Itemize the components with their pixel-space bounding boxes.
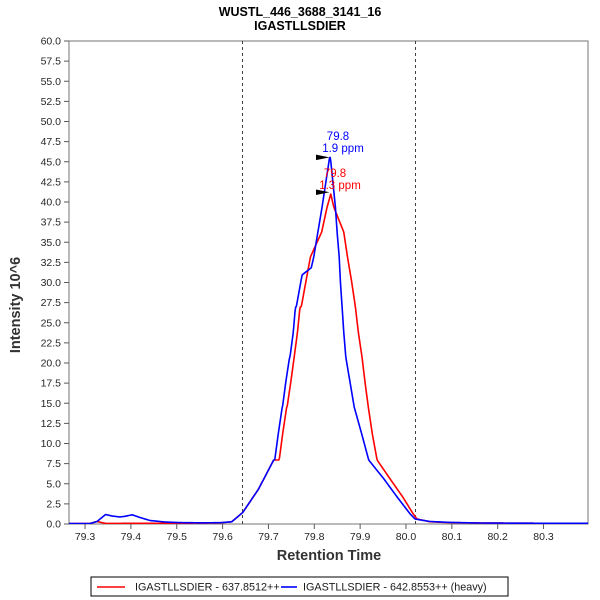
svg-text:79.8: 79.8 (327, 131, 349, 143)
svg-text:80.2: 80.2 (487, 531, 508, 543)
svg-text:80.3: 80.3 (533, 531, 554, 543)
svg-text:IGASTLLSDIER - 642.8553++ (hea: IGASTLLSDIER - 642.8553++ (heavy) (303, 582, 487, 594)
svg-text:45.0: 45.0 (41, 156, 62, 168)
svg-text:60.0: 60.0 (41, 36, 62, 48)
svg-text:12.5: 12.5 (41, 418, 62, 430)
svg-text:2.5: 2.5 (46, 498, 61, 510)
svg-text:79.3: 79.3 (75, 531, 96, 543)
svg-text:40.0: 40.0 (41, 197, 62, 209)
svg-text:47.5: 47.5 (41, 136, 62, 148)
svg-text:80.1: 80.1 (442, 531, 463, 543)
svg-text:80.0: 80.0 (396, 531, 417, 543)
svg-text:0.0: 0.0 (46, 519, 61, 531)
svg-text:50.0: 50.0 (41, 116, 62, 128)
svg-text:1.3 ppm: 1.3 ppm (319, 180, 361, 192)
svg-text:IGASTLLSDIER: IGASTLLSDIER (254, 19, 346, 33)
svg-text:30.0: 30.0 (41, 277, 62, 289)
svg-text:79.8: 79.8 (324, 168, 346, 180)
svg-text:WUSTL_446_3688_3141_16: WUSTL_446_3688_3141_16 (219, 5, 382, 19)
svg-text:10.0: 10.0 (41, 438, 62, 450)
svg-text:25.0: 25.0 (41, 317, 62, 329)
svg-text:20.0: 20.0 (41, 358, 62, 370)
svg-text:42.5: 42.5 (41, 176, 62, 188)
svg-text:79.9: 79.9 (350, 531, 371, 543)
svg-text:79.8: 79.8 (304, 531, 325, 543)
svg-text:7.5: 7.5 (46, 458, 61, 470)
svg-text:35.0: 35.0 (41, 237, 62, 249)
svg-text:79.7: 79.7 (258, 531, 279, 543)
svg-text:1.9 ppm: 1.9 ppm (322, 143, 364, 155)
svg-text:55.0: 55.0 (41, 76, 62, 88)
svg-text:79.6: 79.6 (212, 531, 233, 543)
svg-text:27.5: 27.5 (41, 297, 62, 309)
svg-text:32.5: 32.5 (41, 257, 62, 269)
svg-text:79.4: 79.4 (121, 531, 142, 543)
svg-text:52.5: 52.5 (41, 96, 62, 108)
svg-text:Intensity 10^6: Intensity 10^6 (8, 257, 24, 353)
svg-text:17.5: 17.5 (41, 378, 62, 390)
svg-text:37.5: 37.5 (41, 217, 62, 229)
svg-text:IGASTLLSDIER - 637.8512++: IGASTLLSDIER - 637.8512++ (135, 582, 280, 594)
svg-text:5.0: 5.0 (46, 478, 61, 490)
svg-text:57.5: 57.5 (41, 56, 62, 68)
svg-text:Retention Time: Retention Time (277, 548, 381, 564)
svg-text:15.0: 15.0 (41, 398, 62, 410)
svg-text:79.5: 79.5 (167, 531, 188, 543)
svg-text:22.5: 22.5 (41, 337, 62, 349)
